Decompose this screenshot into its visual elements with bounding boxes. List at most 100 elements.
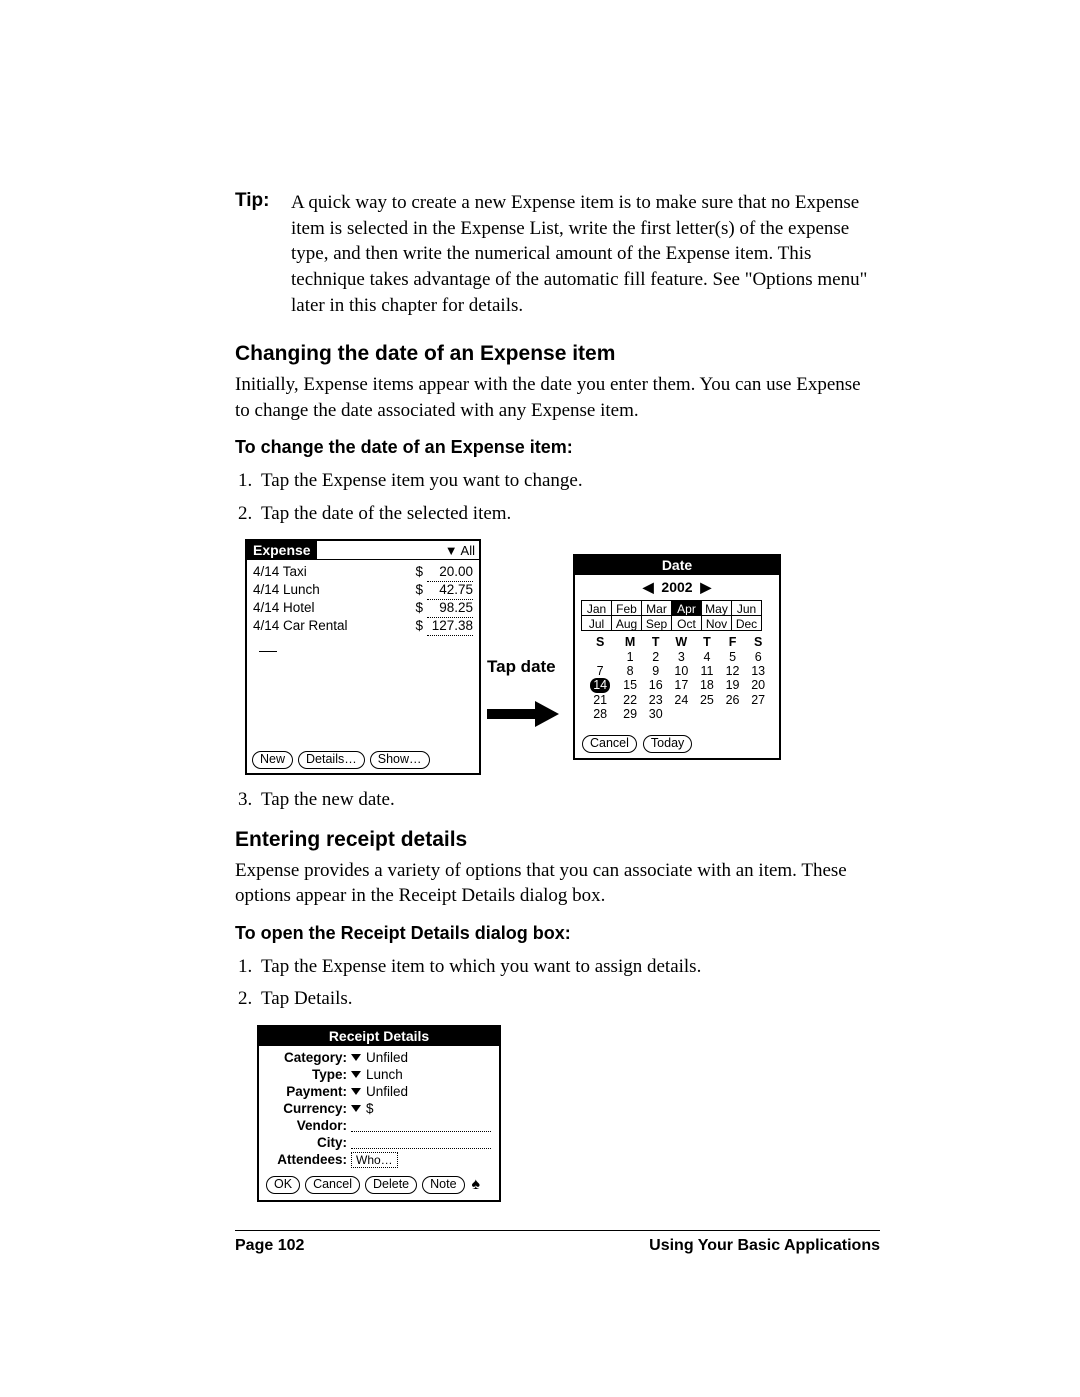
day-cell[interactable]: 9 [643, 664, 669, 678]
today-button[interactable]: Today [643, 735, 692, 753]
month-cell[interactable]: Apr [671, 600, 702, 616]
day-cell[interactable]: 19 [720, 678, 746, 692]
steps-open-receipt: Tap the Expense item to which you want t… [235, 952, 880, 1015]
year-prev-icon[interactable]: ◀ [643, 579, 654, 595]
dow-header: S [583, 635, 617, 649]
dow-header: F [720, 635, 746, 649]
month-cell[interactable]: Sep [641, 615, 672, 631]
day-cell[interactable]: 3 [669, 650, 695, 664]
day-cell[interactable]: 15 [617, 678, 643, 692]
date-screen: Date ◀ 2002 ▶ JanFebMarAprMayJun JulAugS… [573, 554, 781, 760]
steps-change-date: Tap the Expense item you want to change.… [235, 466, 880, 529]
day-cell[interactable]: 21 [583, 693, 617, 707]
expense-screen: Expense ▼ All 4/14 Taxi $20.00 4/14 Lunc… [245, 539, 481, 775]
page-footer: Page 102 Using Your Basic Applications [235, 1230, 880, 1255]
day-cell[interactable]: 2 [643, 650, 669, 664]
day-cell[interactable]: 20 [745, 678, 771, 692]
day-cell[interactable]: 18 [694, 678, 720, 692]
label-currency: Currency: [267, 1101, 351, 1116]
attendees-button[interactable]: Who… [351, 1152, 398, 1168]
chevron-down-icon [351, 1054, 361, 1061]
day-cell [583, 650, 617, 664]
year-row: ◀ 2002 ▶ [575, 575, 779, 598]
day-cell[interactable]: 29 [617, 707, 643, 721]
category-dropdown[interactable]: Unfiled [351, 1050, 408, 1065]
expense-row[interactable]: 4/14 Hotel $98.25 [253, 600, 473, 618]
subheading-open-receipt: To open the Receipt Details dialog box: [235, 923, 880, 944]
dow-header: T [694, 635, 720, 649]
month-cell[interactable]: Jan [581, 600, 612, 616]
day-cell[interactable]: 10 [669, 664, 695, 678]
expense-row[interactable]: 4/14 Lunch $42.75 [253, 582, 473, 600]
calendar: SMTWTFS 12345678910111213141516171819202… [583, 635, 771, 721]
day-cell[interactable]: 14 [583, 678, 617, 692]
day-cell [745, 707, 771, 721]
dow-header: T [643, 635, 669, 649]
expense-list: 4/14 Taxi $20.00 4/14 Lunch $42.75 4/14 … [247, 560, 479, 655]
vendor-input[interactable] [351, 1119, 491, 1132]
new-button[interactable]: New [252, 751, 293, 769]
day-cell[interactable]: 25 [694, 693, 720, 707]
chevron-down-icon [351, 1071, 361, 1078]
cancel-button[interactable]: Cancel [582, 735, 637, 753]
step-2: Tap the date of the selected item. [257, 499, 880, 529]
heading-changing-date: Changing the date of an Expense item [235, 342, 880, 366]
day-cell[interactable]: 1 [617, 650, 643, 664]
month-cell[interactable]: Oct [671, 615, 702, 631]
day-cell[interactable]: 22 [617, 693, 643, 707]
city-input[interactable] [351, 1136, 491, 1149]
subheading-change-date: To change the date of an Expense item: [235, 437, 880, 458]
day-cell[interactable]: 6 [745, 650, 771, 664]
scroll-up-icon[interactable]: ♠ [472, 1176, 481, 1194]
month-cell[interactable]: May [701, 600, 732, 616]
chevron-down-icon [351, 1088, 361, 1095]
cancel-button[interactable]: Cancel [305, 1176, 360, 1194]
month-cell[interactable]: Aug [611, 615, 642, 631]
year-next-icon[interactable]: ▶ [700, 579, 711, 595]
day-cell[interactable]: 11 [694, 664, 720, 678]
month-cell[interactable]: Feb [611, 600, 642, 616]
month-cell[interactable]: Jun [731, 600, 762, 616]
delete-button[interactable]: Delete [365, 1176, 417, 1194]
day-cell[interactable]: 26 [720, 693, 746, 707]
day-cell[interactable]: 23 [643, 693, 669, 707]
tip-label: Tip: [235, 190, 291, 318]
expense-row[interactable]: 4/14 Car Rental $127.38 [253, 618, 473, 636]
day-cell[interactable]: 12 [720, 664, 746, 678]
month-cell[interactable]: Dec [731, 615, 762, 631]
day-cell[interactable]: 28 [583, 707, 617, 721]
details-button[interactable]: Details… [298, 751, 365, 769]
type-dropdown[interactable]: Lunch [351, 1067, 403, 1082]
day-cell[interactable]: 27 [745, 693, 771, 707]
expense-filter[interactable]: ▼ All [445, 543, 479, 558]
para-receipt-details: Expense provides a variety of options th… [235, 858, 880, 909]
dow-header: M [617, 635, 643, 649]
para-changing-date: Initially, Expense items appear with the… [235, 372, 880, 423]
label-attendees: Attendees: [267, 1152, 351, 1167]
heading-receipt-details: Entering receipt details [235, 828, 880, 852]
day-cell[interactable]: 30 [643, 707, 669, 721]
month-cell[interactable]: Mar [641, 600, 672, 616]
month-cell[interactable]: Nov [701, 615, 732, 631]
currency-dropdown[interactable]: $ [351, 1101, 374, 1116]
day-cell[interactable]: 24 [669, 693, 695, 707]
note-button[interactable]: Note [422, 1176, 464, 1194]
footer-section: Using Your Basic Applications [649, 1237, 880, 1255]
label-category: Category: [267, 1050, 351, 1065]
payment-dropdown[interactable]: Unfiled [351, 1084, 408, 1099]
day-cell[interactable]: 7 [583, 664, 617, 678]
month-cell[interactable]: Jul [581, 615, 612, 631]
ok-button[interactable]: OK [266, 1176, 300, 1194]
expense-title: Expense [247, 541, 317, 560]
label-payment: Payment: [267, 1084, 351, 1099]
day-cell[interactable]: 16 [643, 678, 669, 692]
day-cell[interactable]: 17 [669, 678, 695, 692]
day-cell[interactable]: 13 [745, 664, 771, 678]
day-cell[interactable]: 8 [617, 664, 643, 678]
show-button[interactable]: Show… [370, 751, 430, 769]
day-cell[interactable]: 5 [720, 650, 746, 664]
day-cell [694, 707, 720, 721]
day-cell[interactable]: 4 [694, 650, 720, 664]
expense-row[interactable]: 4/14 Taxi $20.00 [253, 564, 473, 582]
dow-header: W [669, 635, 695, 649]
